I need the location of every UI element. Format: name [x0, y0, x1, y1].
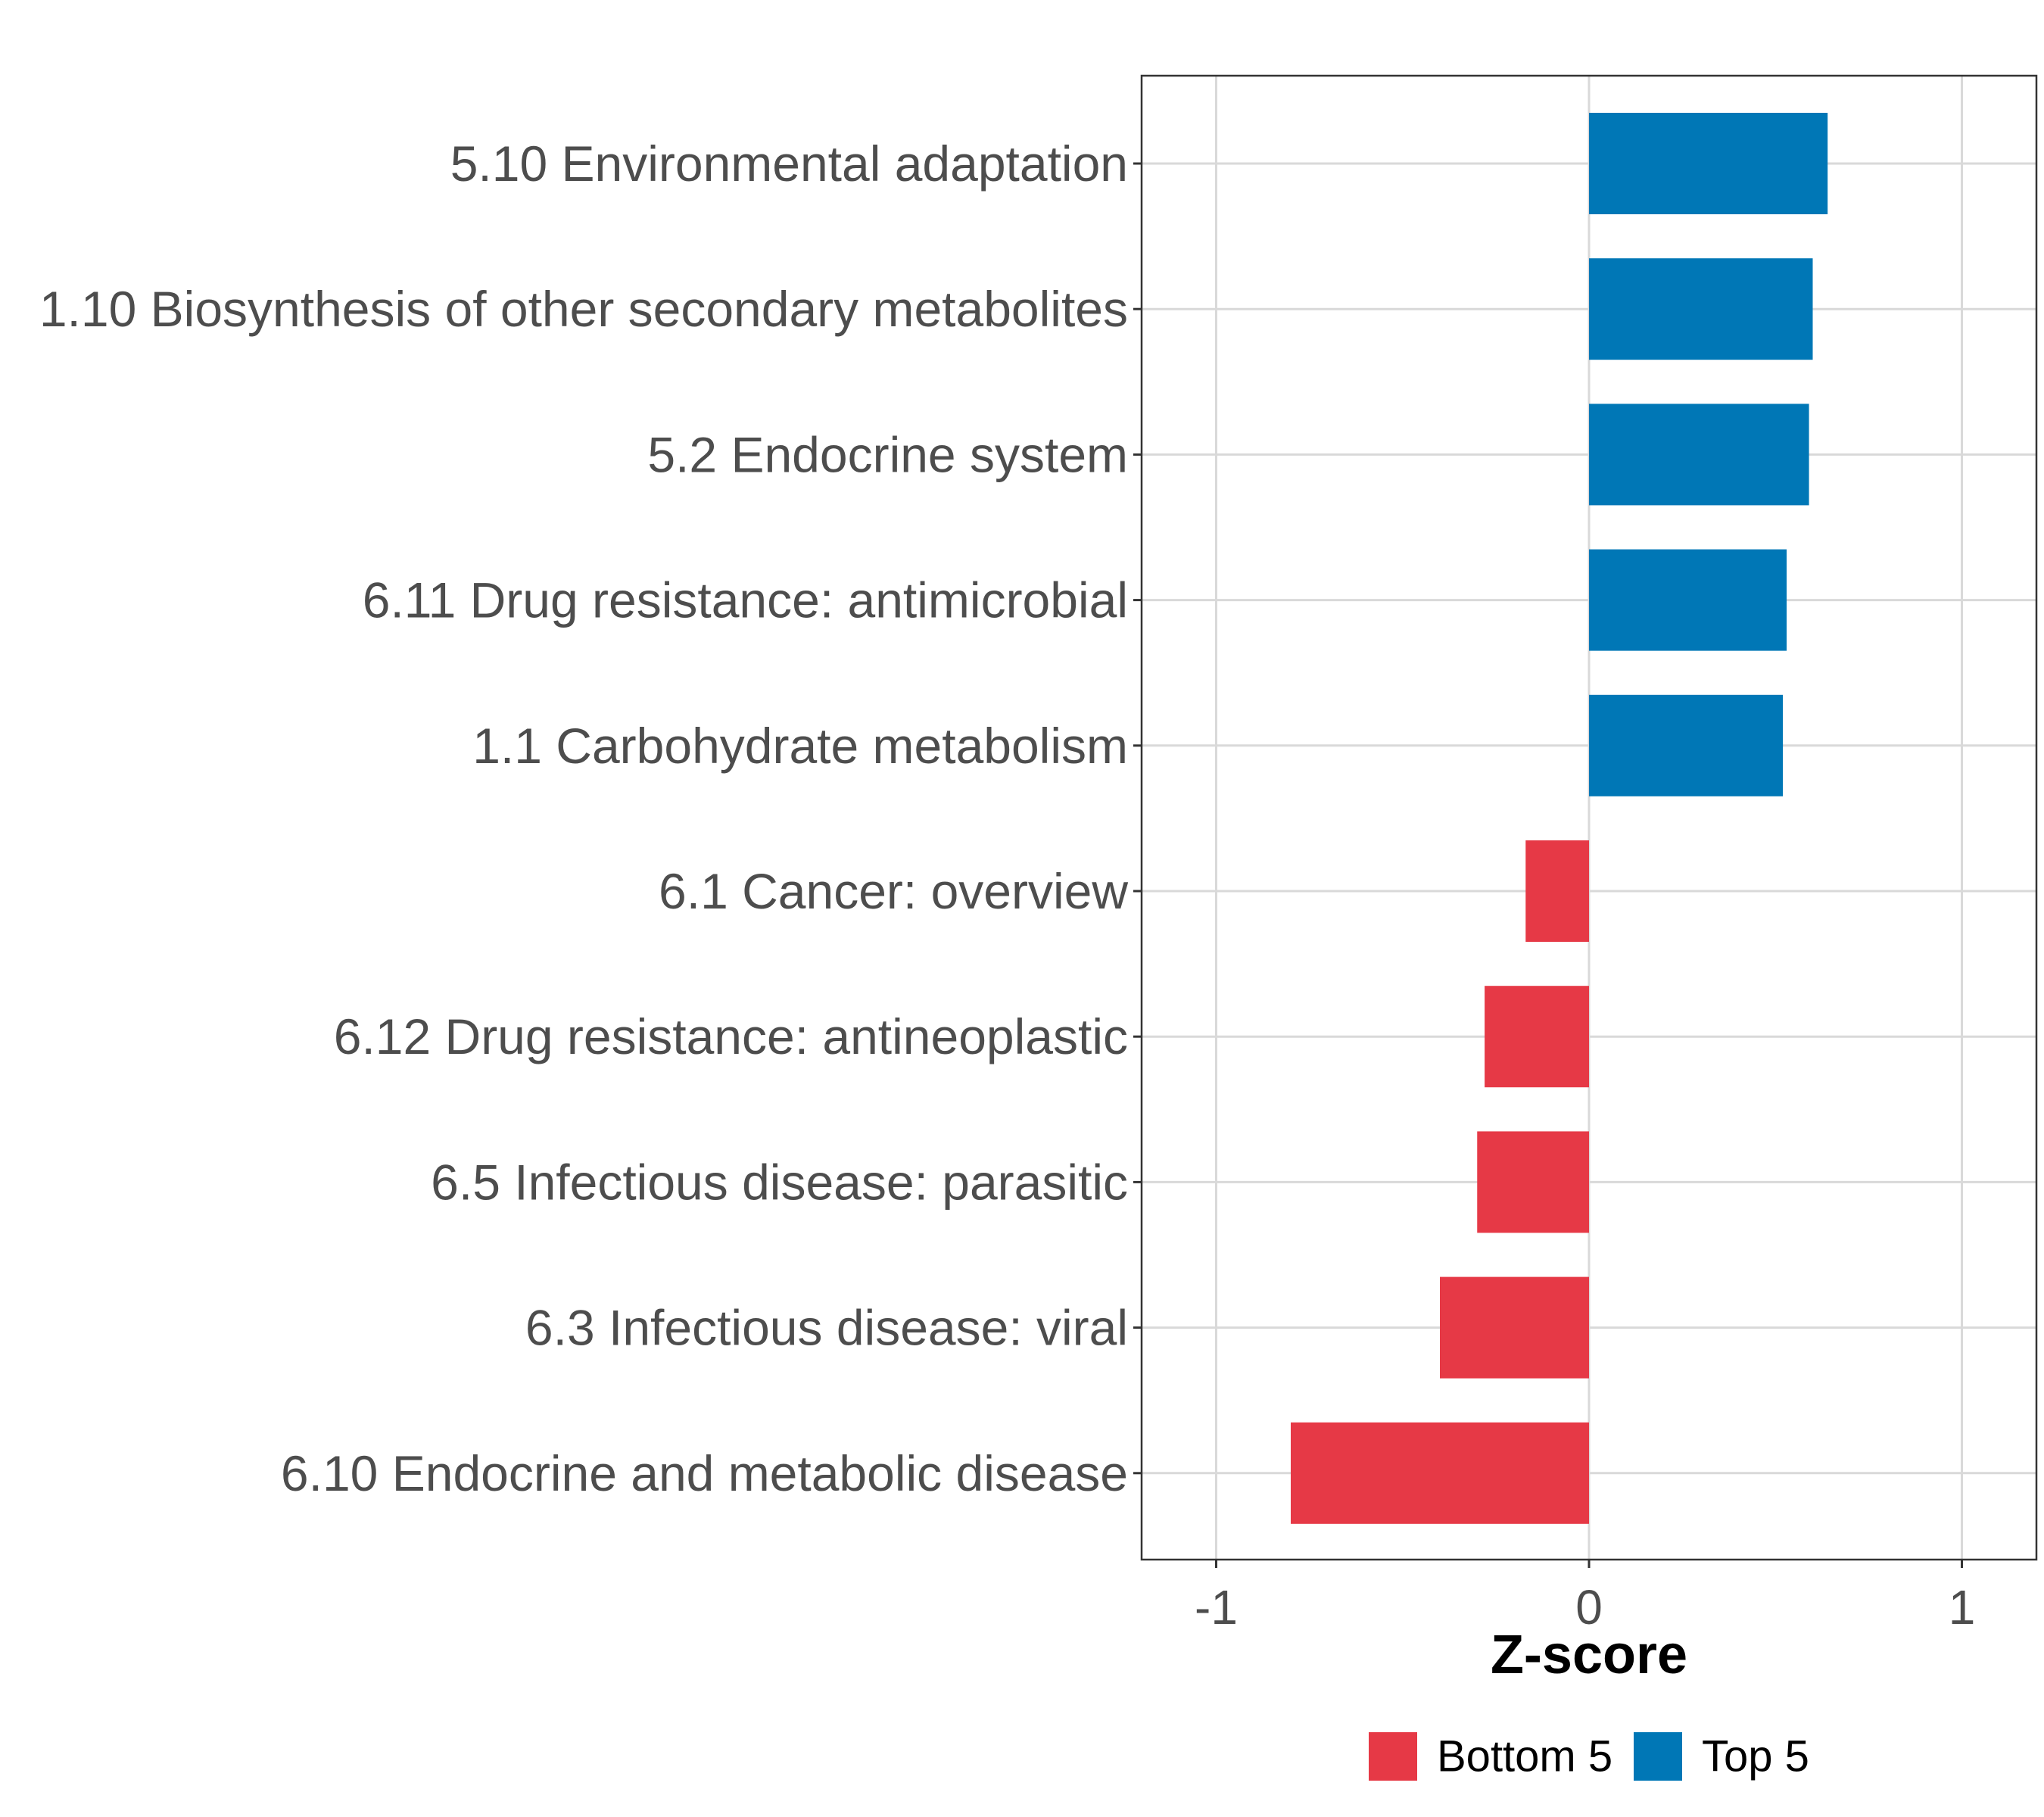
category-label: 5.2 Endocrine system	[647, 426, 1128, 482]
category-label: 6.12 Drug resistance: antineoplastic	[334, 1008, 1128, 1064]
bars	[1291, 113, 1828, 1524]
bar-top	[1589, 404, 1809, 506]
category-label: 1.10 Biosynthesis of other secondary met…	[39, 281, 1128, 337]
x-axis-title: Z-score	[1491, 1625, 1687, 1685]
category-label: 6.11 Drug resistance: antimicrobial	[363, 572, 1128, 628]
category-label: 6.5 Infectious disease: parasitic	[431, 1154, 1128, 1210]
bar-top	[1589, 258, 1813, 360]
x-tick-label: -1	[1195, 1580, 1238, 1635]
x-tick-label: 1	[1949, 1580, 1976, 1635]
bar-bottom	[1291, 1422, 1589, 1524]
category-label: 1.1 Carbohydrate metabolism	[472, 718, 1128, 774]
legend: Bottom 5 Top 5	[1369, 1732, 1809, 1781]
bar-bottom	[1525, 840, 1589, 942]
x-axis-ticks: -1 0 1	[1195, 1560, 1975, 1635]
bar-top	[1589, 549, 1787, 651]
category-label: 5.10 Environmental adaptation	[450, 136, 1128, 192]
bar-top	[1589, 694, 1784, 796]
category-label: 6.1 Cancer: overview	[659, 863, 1128, 919]
legend-key-top-5	[1634, 1732, 1682, 1781]
category-label: 6.10 Endocrine and metabolic disease	[281, 1445, 1128, 1501]
y-axis-ticks: 5.10 Environmental adaptation 1.10 Biosyn…	[39, 136, 1142, 1501]
category-label: 6.3 Infectious disease: viral	[525, 1300, 1128, 1356]
x-tick-label: 0	[1575, 1580, 1603, 1635]
legend-label: Bottom 5	[1437, 1732, 1612, 1781]
legend-key-bottom-5	[1369, 1732, 1417, 1781]
bar-bottom	[1477, 1131, 1589, 1233]
bar-top	[1589, 113, 1828, 214]
legend-label: Top 5	[1702, 1732, 1809, 1781]
bar-bottom	[1485, 986, 1589, 1088]
bar-bottom	[1440, 1276, 1589, 1379]
